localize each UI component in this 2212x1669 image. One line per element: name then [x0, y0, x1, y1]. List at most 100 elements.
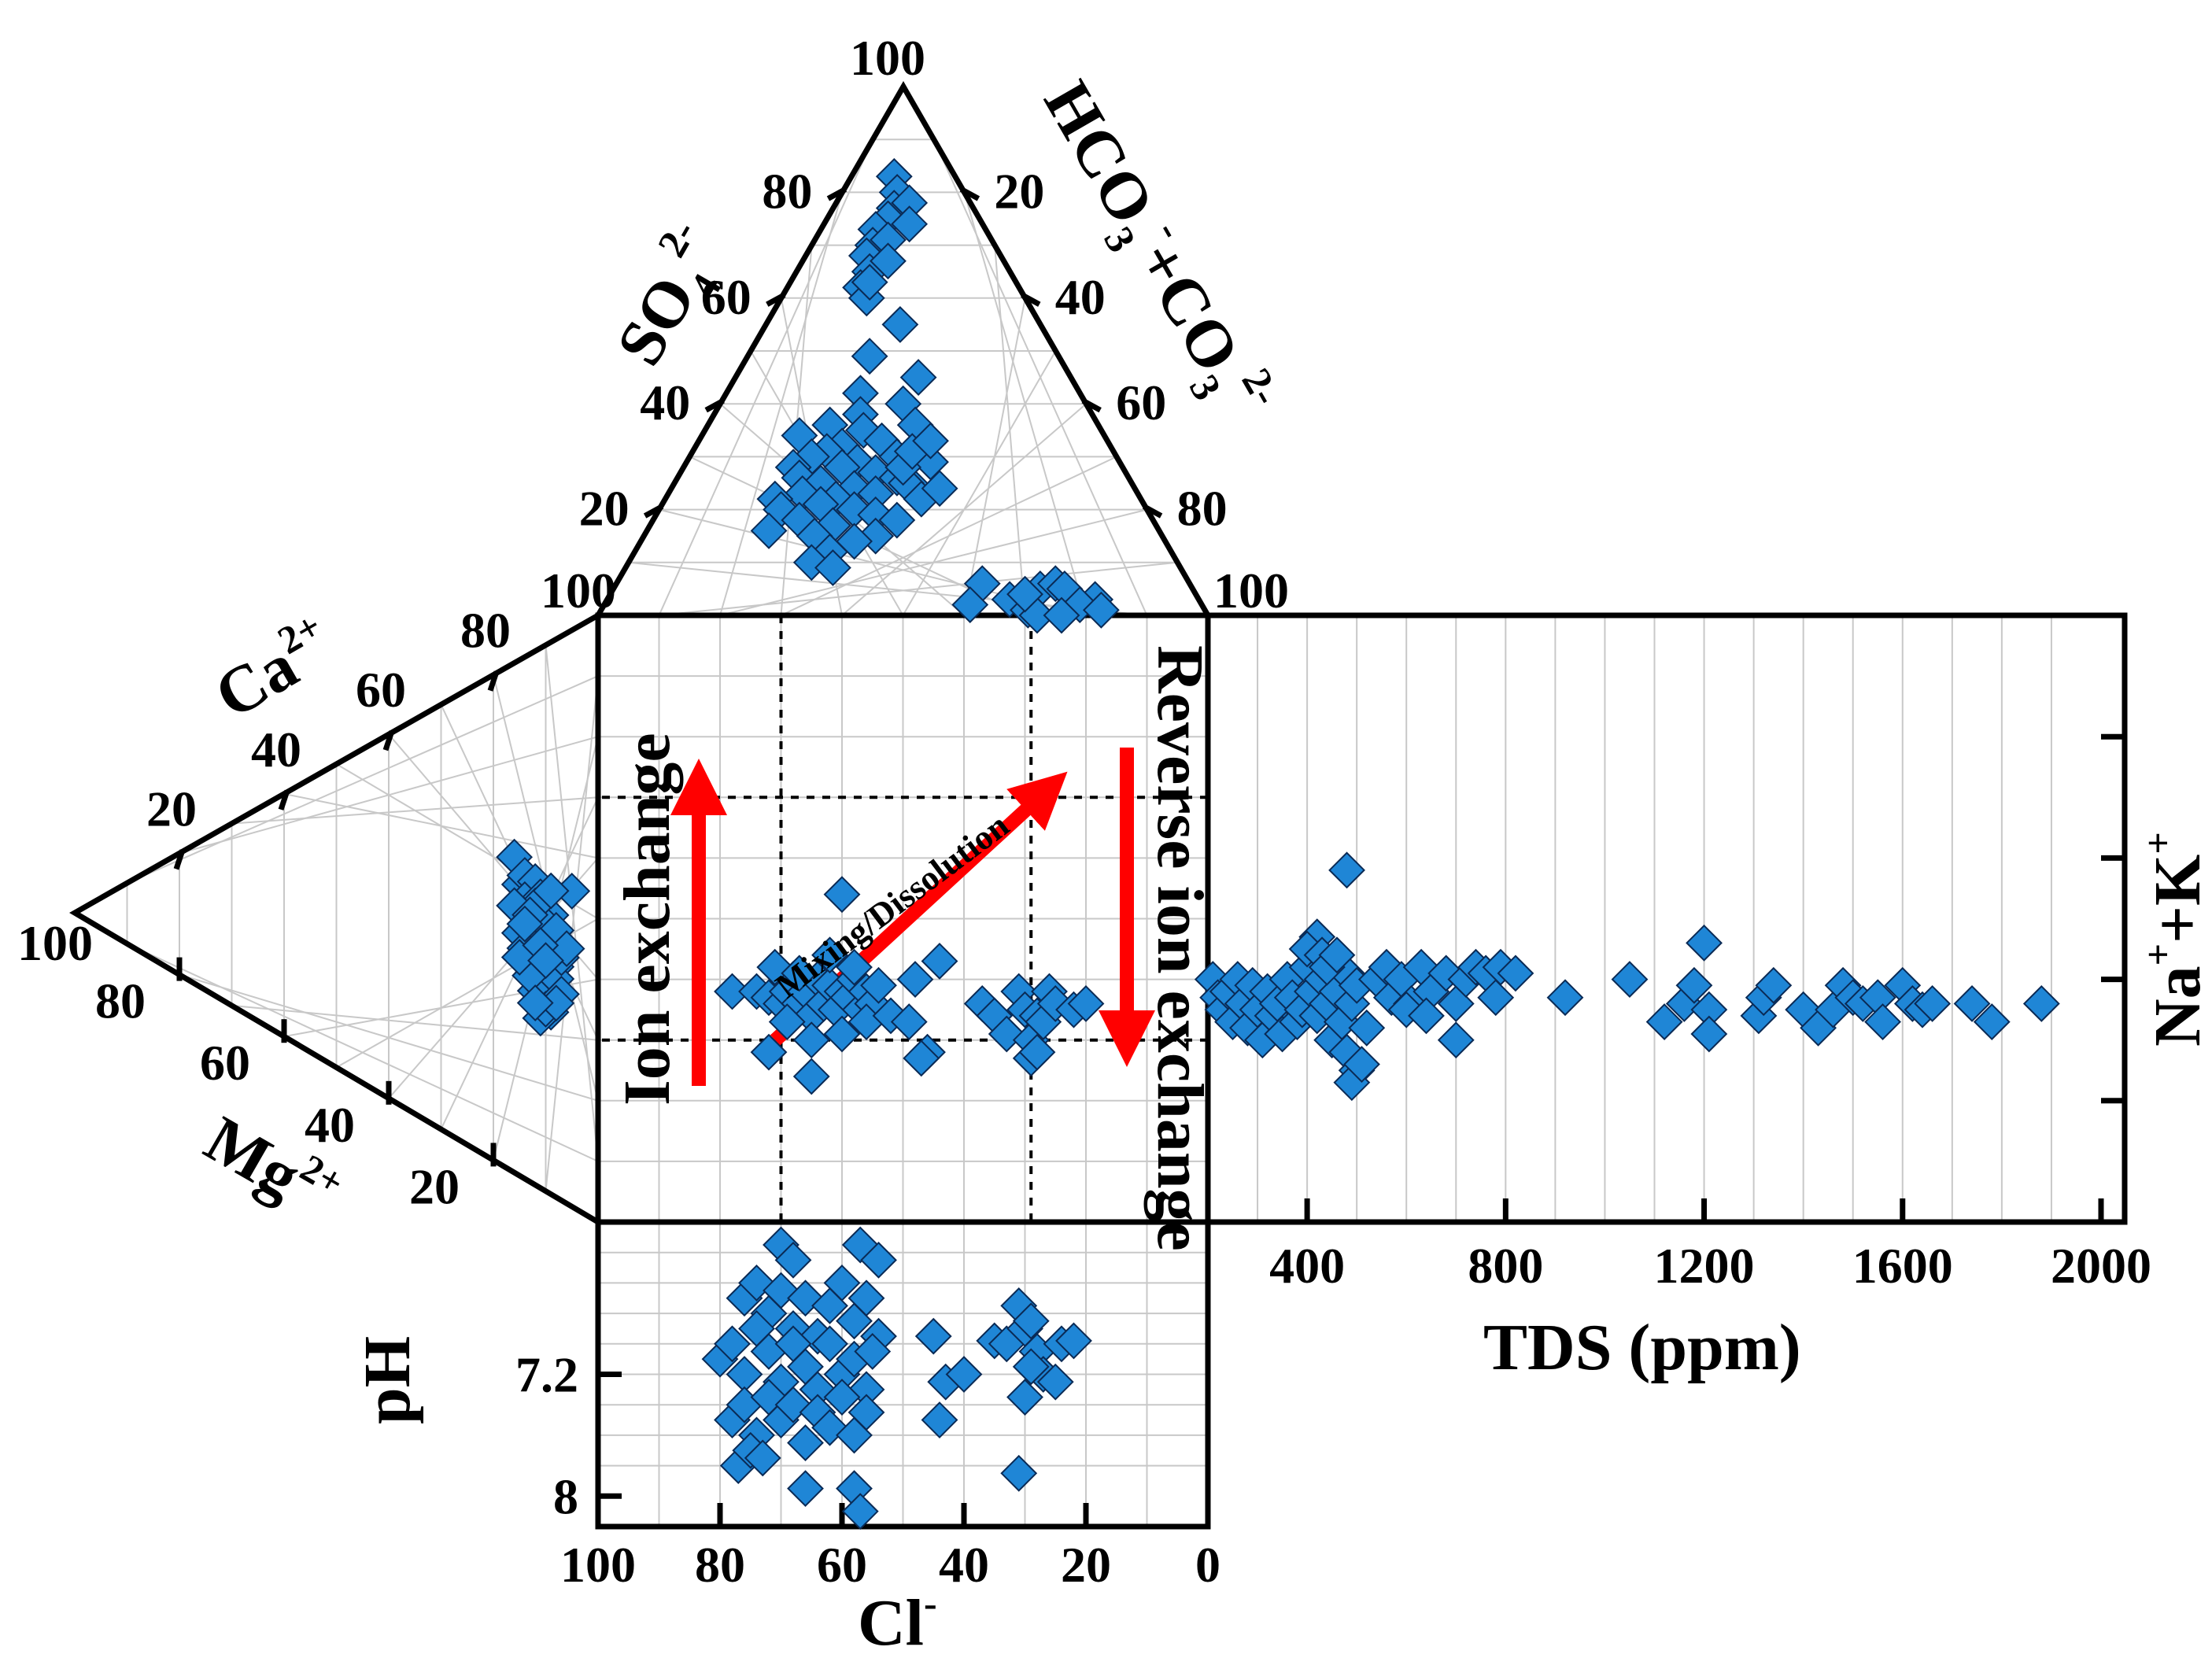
- ca-tick-label: 60: [356, 662, 406, 718]
- anion-sample-point: [881, 305, 919, 343]
- cl-tick-label: 80: [695, 1537, 745, 1593]
- ph-sample-point: [860, 1241, 897, 1279]
- square-sample-point: [823, 1015, 861, 1053]
- tds-sample-point: [1497, 955, 1534, 992]
- ph-sample-point: [848, 1279, 885, 1317]
- ph-sample-point: [1055, 1322, 1092, 1360]
- square-sample-point: [811, 936, 848, 974]
- hco3-tick-label: 100: [1213, 563, 1289, 618]
- tick-mark: [278, 789, 290, 810]
- cation-triangle-frame: [69, 612, 600, 1225]
- ph-tick-label: 8: [553, 1468, 578, 1524]
- anion-gridline: [659, 561, 1178, 616]
- anion-sample-point: [750, 512, 788, 549]
- hco3-tick-label: 60: [1116, 375, 1166, 430]
- ph-sample-point: [945, 1356, 983, 1393]
- tds-sample-point: [1973, 1003, 2011, 1040]
- cl-axis-title: Cl-: [858, 1581, 937, 1660]
- tds-sample-point: [1546, 979, 1584, 1017]
- cl-tick-label: 40: [939, 1537, 989, 1593]
- anion-sample-point: [851, 264, 888, 301]
- ph-sample-point: [811, 1325, 848, 1363]
- anion-sample-point: [1082, 591, 1120, 629]
- ca-tick-label: 80: [460, 603, 511, 659]
- panel-frames: [69, 80, 2128, 1530]
- anion-sample-point: [851, 338, 888, 375]
- tds-sample-point: [1953, 985, 1991, 1022]
- tick-mark: [826, 186, 848, 201]
- cl-tick-label: 0: [1195, 1537, 1220, 1593]
- sample-points: [496, 157, 2060, 1531]
- anion-sample-point: [891, 205, 929, 243]
- tick-mark: [1021, 292, 1041, 307]
- anion-gridline: [719, 508, 1147, 616]
- anion-sample-point: [878, 501, 916, 539]
- tick-marks: [173, 186, 2125, 1527]
- ph-sample-point: [841, 1226, 879, 1264]
- tds-tick-label: 1200: [1654, 1238, 1755, 1294]
- square-sample-point: [921, 943, 958, 980]
- square-sample-point: [792, 1021, 830, 1059]
- cation-sample-point: [527, 942, 564, 980]
- tds-sample-point: [1427, 955, 1465, 992]
- tick-mark: [959, 186, 980, 201]
- cation-sample-point: [506, 905, 544, 943]
- ca-axis-title: Ca2+: [201, 604, 346, 733]
- tds-sample-point: [1645, 1003, 1683, 1040]
- so4-tick-label: 60: [701, 269, 751, 325]
- so4-tick-label: 80: [762, 163, 812, 219]
- ph-sample-point: [1000, 1454, 1038, 1492]
- mg-tick-label: 40: [305, 1097, 355, 1153]
- ph-sample-point: [1012, 1302, 1050, 1340]
- mixing-label: Mixing/Dissolution: [769, 806, 1017, 1006]
- cl-tick-label: 20: [1061, 1537, 1111, 1593]
- tds-sample-point: [1437, 1021, 1475, 1059]
- tds-sample-point: [1477, 979, 1515, 1017]
- mg-tick-label: 100: [17, 915, 93, 971]
- tick-mark: [1142, 504, 1163, 519]
- square-sample-point: [896, 961, 934, 999]
- grid-layer: [126, 138, 2052, 1527]
- tds-tick-label: 400: [1269, 1238, 1345, 1294]
- mg-tick-label: 20: [409, 1158, 460, 1214]
- tds-sample-point: [1348, 1009, 1386, 1047]
- anion-gridline: [781, 456, 1117, 616]
- cl-tick-label: 100: [560, 1537, 636, 1593]
- ph-sample-point: [787, 1470, 824, 1508]
- tds-sample-point: [1675, 966, 1713, 1004]
- mg-tick-label: 60: [200, 1035, 250, 1091]
- reverse-ion-exchange-label: Reverse ion exchange: [1143, 645, 1217, 1251]
- square-sample-point: [890, 1003, 928, 1040]
- anion-sample-point: [814, 549, 851, 586]
- square-sample-point: [768, 1003, 806, 1040]
- anion-sample-point: [912, 422, 949, 460]
- ph-axis-title: pH: [351, 1336, 424, 1424]
- square-sample-point: [1067, 985, 1105, 1022]
- tds-sample-point: [2022, 985, 2060, 1022]
- tds-sample-point: [1328, 851, 1365, 889]
- ph-sample-point: [1036, 1363, 1074, 1401]
- tds-axis-title: TDS (ppm): [1483, 1311, 1801, 1384]
- square-sample-point: [1018, 1033, 1056, 1071]
- square-sample-point: [836, 948, 873, 986]
- tick-mark: [704, 398, 725, 413]
- ph-sample-point: [714, 1325, 751, 1363]
- tds-sample-point: [1686, 924, 1723, 962]
- hco3-tick-label: 20: [994, 163, 1044, 219]
- tick-mark: [173, 849, 186, 870]
- ph-tick-label: 7.2: [515, 1347, 578, 1403]
- ph-sample-point: [841, 1493, 879, 1531]
- hco3-tick-label: 40: [1055, 269, 1106, 325]
- so4-tick-label: 20: [579, 481, 630, 537]
- tds-sample-point: [1690, 1015, 1728, 1053]
- tds-tick-label: 800: [1468, 1238, 1543, 1294]
- ca-tick-label: 20: [146, 781, 197, 836]
- anion-gridline: [902, 350, 1057, 616]
- tds-sample-point: [1437, 985, 1475, 1022]
- tds-tick-label: 2000: [2051, 1238, 2151, 1294]
- ca-tick-label: 40: [251, 722, 301, 777]
- ph-sample-point: [823, 1379, 861, 1416]
- nak-axis-title: Na++K+: [2136, 832, 2212, 1047]
- ph-sample-point: [787, 1424, 824, 1461]
- tds-sample-point: [1740, 997, 1778, 1035]
